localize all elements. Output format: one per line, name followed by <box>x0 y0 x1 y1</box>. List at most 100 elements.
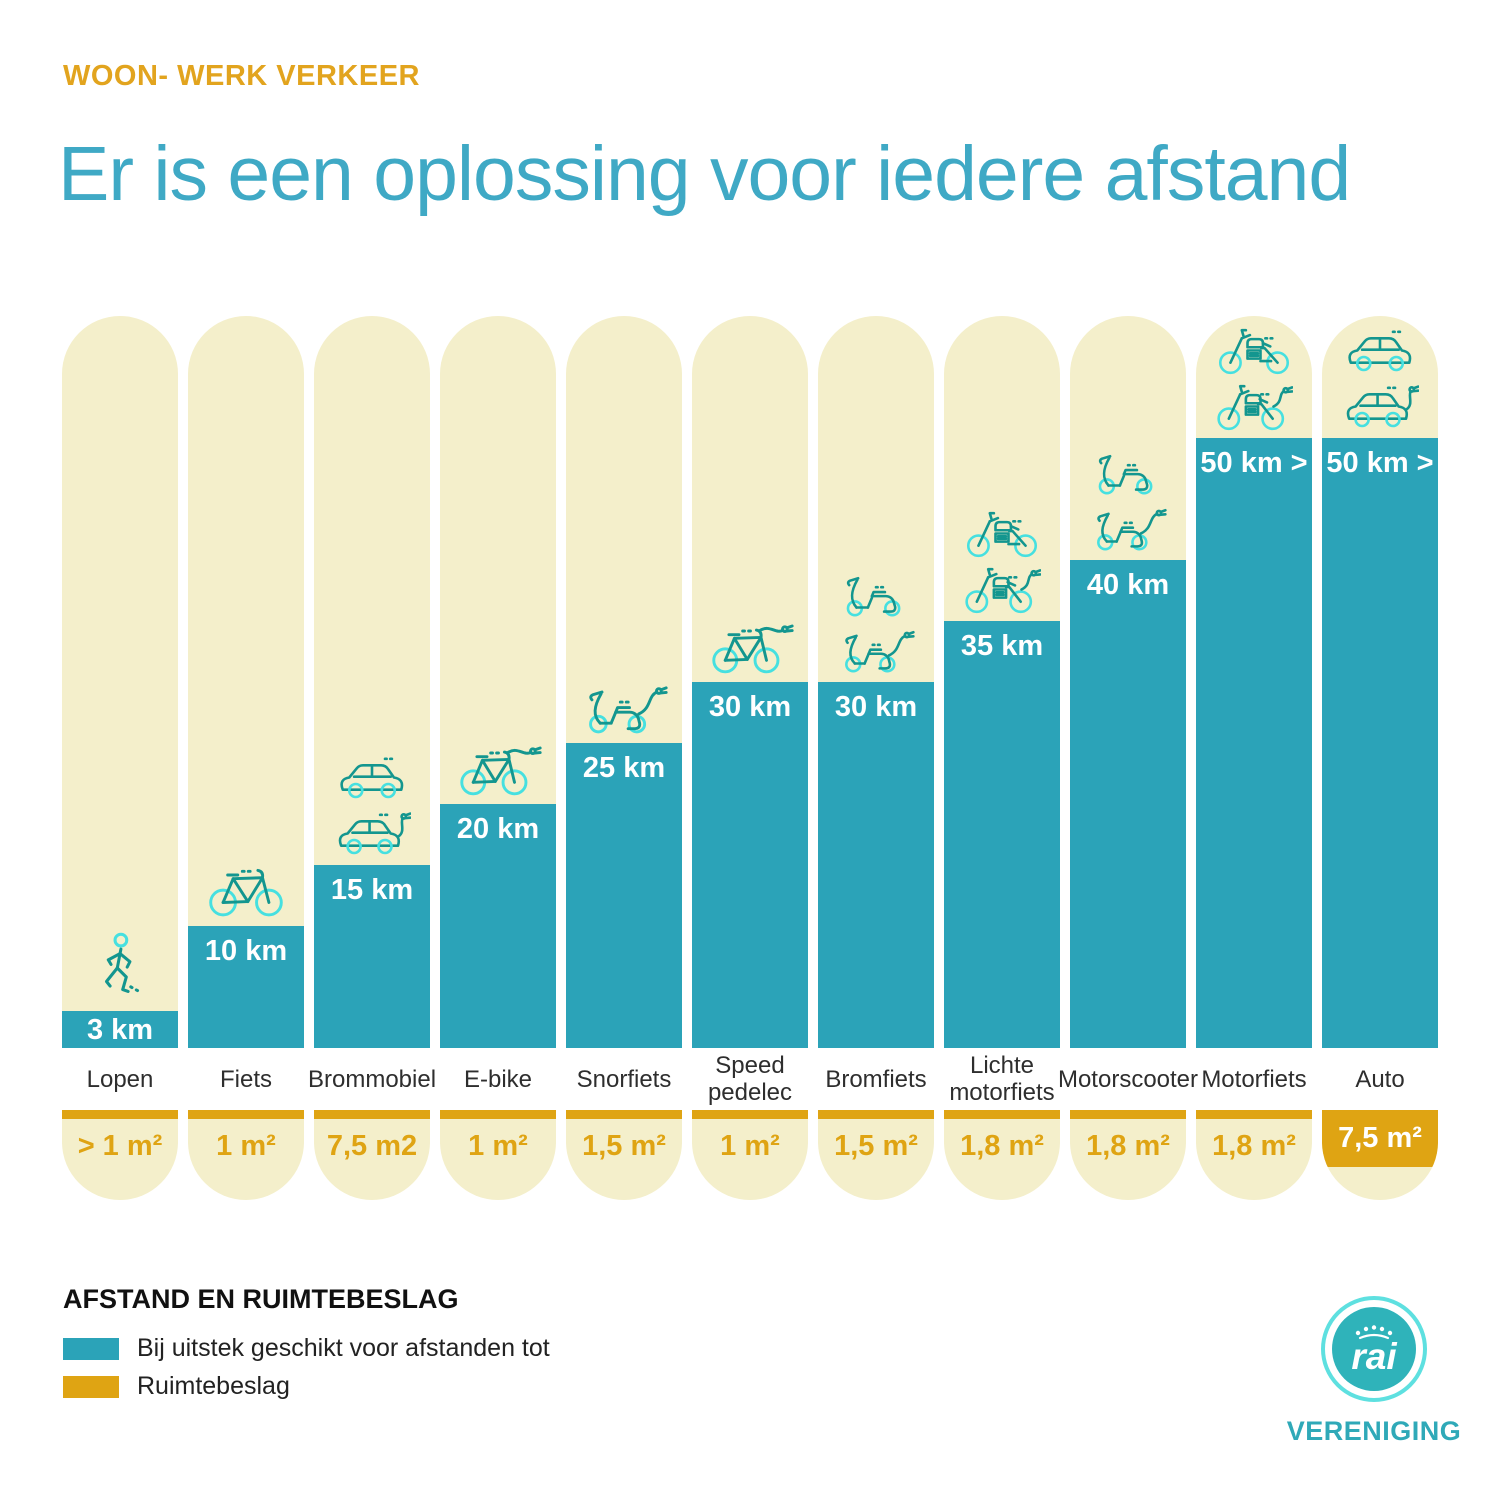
area-section: 1,8 m² <box>1070 1110 1186 1200</box>
distance-label: 15 km <box>330 874 414 906</box>
area-label: 1,5 m² <box>834 1130 918 1162</box>
distance-label: 20 km <box>456 813 540 845</box>
mode-label: Fiets <box>183 1048 309 1110</box>
distance-label: 50 km > <box>1326 447 1434 479</box>
column-e-bike: 20 km E-bike 1 m² <box>440 316 556 1200</box>
column-bromfiets: 30 km Bromfiets 1,5 m² <box>818 316 934 1200</box>
vehicle-icons <box>1070 448 1186 553</box>
column-speed-pedelec: 30 km Speed pedelec 1 m² <box>692 316 808 1200</box>
area-label: 7,5 m² <box>1338 1122 1422 1154</box>
logo-wordmark: rai <box>1351 1335 1397 1377</box>
column-track: 15 km <box>314 316 430 1048</box>
bike-plug-icon <box>706 620 794 675</box>
legend-item: Bij uitstek geschikt voor afstanden tot <box>63 1334 550 1363</box>
area-strip <box>188 1110 304 1119</box>
area-section: 1,8 m² <box>1196 1110 1312 1200</box>
column-track: 10 km <box>188 316 304 1048</box>
rai-logo-disc: rai <box>1332 1307 1416 1391</box>
distance-bar: 30 km <box>692 682 808 1048</box>
area-label: 1,5 m² <box>582 1130 666 1162</box>
logo-subtext: VERENIGING <box>1286 1416 1462 1446</box>
column-lopen: 3 km Lopen > 1 m² <box>62 316 178 1200</box>
scooter-icon <box>1089 448 1167 497</box>
page-title: Er is een oplossing voor iedere afstand <box>58 131 1351 217</box>
scooter-plug-icon <box>1089 504 1167 553</box>
column-motorscooter: 40 km Motorscooter 1,8 m² <box>1058 316 1198 1200</box>
distance-bar: 25 km <box>566 743 682 1048</box>
mode-label-text: Auto <box>1355 1065 1405 1093</box>
mode-label: Bromfiets <box>813 1048 939 1110</box>
area-section: 7,5 m² <box>1322 1110 1438 1200</box>
distance-label: 3 km <box>86 1014 154 1046</box>
column-snorfiets: 25 km Snorfiets 1,5 m² <box>566 316 682 1200</box>
area-strip <box>1070 1110 1186 1119</box>
area-section: > 1 m² <box>62 1110 178 1200</box>
area-label: 1 m² <box>720 1130 780 1162</box>
legend-item-label: Ruimtebeslag <box>137 1372 290 1400</box>
car-icon <box>333 753 411 802</box>
mode-label-text: Speed pedelec <box>707 1052 793 1106</box>
column-track: 40 km <box>1070 316 1186 1048</box>
distance-bar: 3 km <box>62 1011 178 1048</box>
area-strip <box>692 1110 808 1119</box>
column-track: 35 km <box>944 316 1060 1048</box>
column-track: 50 km > <box>1196 316 1312 1048</box>
mode-label-text: Fiets <box>219 1065 272 1093</box>
area-label: 1 m² <box>468 1130 528 1162</box>
distance-bar: 10 km <box>188 926 304 1048</box>
moto-icon <box>1215 326 1293 375</box>
car-plug-icon <box>333 809 411 858</box>
area-label: > 1 m² <box>77 1130 163 1162</box>
area-section: 1,5 m² <box>566 1110 682 1200</box>
car-plug-icon <box>1341 382 1419 431</box>
mode-label-text: Lopen <box>86 1065 154 1093</box>
mode-label-text: Snorfiets <box>576 1065 672 1093</box>
moto-plug-icon <box>1215 382 1293 431</box>
area-section: 1,8 m² <box>944 1110 1060 1200</box>
area-strip <box>440 1110 556 1119</box>
distance-bar: 40 km <box>1070 560 1186 1048</box>
distance-bar: 30 km <box>818 682 934 1048</box>
distance-bar: 50 km > <box>1322 438 1438 1048</box>
column-track: 25 km <box>566 316 682 1048</box>
area-section: 1 m² <box>692 1110 808 1200</box>
column-track: 30 km <box>818 316 934 1048</box>
mode-label-text: Motorfiets <box>1201 1065 1307 1093</box>
kicker-label: WOON- WERK VERKEER <box>63 60 420 92</box>
mode-label: Brommobiel <box>307 1048 437 1110</box>
mode-label: E-bike <box>435 1048 561 1110</box>
moto-icon <box>963 509 1041 558</box>
column-track: 50 km > <box>1322 316 1438 1048</box>
vehicle-icons <box>314 753 430 858</box>
distance-label: 30 km <box>708 691 792 723</box>
distance-label: 35 km <box>960 630 1044 662</box>
mode-label: Motorfiets <box>1191 1048 1317 1110</box>
vehicle-icons <box>818 570 934 675</box>
area-label: 1,8 m² <box>1212 1130 1296 1162</box>
area-label: 1 m² <box>216 1130 276 1162</box>
area-label: 1,8 m² <box>960 1130 1044 1162</box>
area-strip <box>1196 1110 1312 1119</box>
walk-icon <box>93 932 147 1004</box>
distance-bar: 15 km <box>314 865 430 1048</box>
mode-label-text: Brommobiel <box>307 1065 437 1093</box>
scooter-plug-icon <box>837 626 915 675</box>
distance-bar: 20 km <box>440 804 556 1048</box>
column-fiets: 10 km Fiets 1 m² <box>188 316 304 1200</box>
area-label: 7,5 m2 <box>326 1130 418 1162</box>
area-section: 7,5 m2 <box>314 1110 430 1200</box>
area-strip <box>818 1110 934 1119</box>
vehicle-icons <box>944 509 1060 614</box>
vehicle-icons <box>62 932 178 1004</box>
mode-label-text: Lichte motorfiets <box>949 1052 1055 1106</box>
legend-swatch <box>63 1375 119 1398</box>
mode-label-text: Motorscooter <box>1057 1065 1199 1093</box>
vehicle-icons <box>1322 326 1438 431</box>
column-track: 20 km <box>440 316 556 1048</box>
area-section: 1 m² <box>188 1110 304 1200</box>
mode-label-text: E-bike <box>463 1065 533 1093</box>
area-section: 1,5 m² <box>818 1110 934 1200</box>
mode-label: Snorfiets <box>561 1048 687 1110</box>
vehicle-icons <box>566 681 682 736</box>
